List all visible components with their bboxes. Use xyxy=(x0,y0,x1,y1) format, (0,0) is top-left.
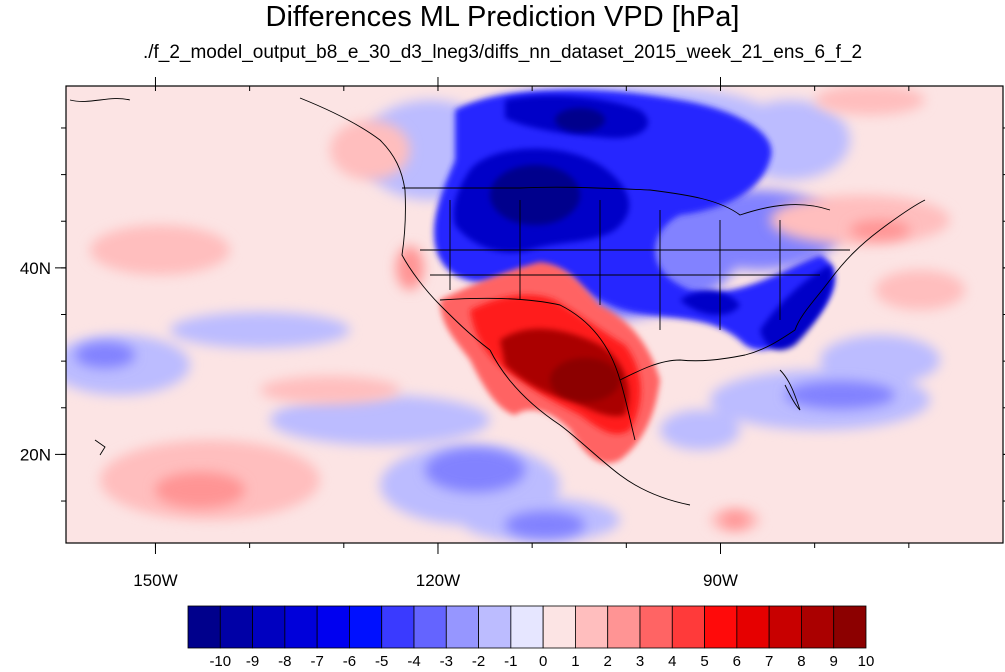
colorbar-swatch xyxy=(768,605,802,649)
x-tick-label: 150W xyxy=(133,571,177,590)
x-tick-label: 90W xyxy=(703,571,738,590)
colorbar-swatch xyxy=(478,605,512,649)
colorbar-swatch xyxy=(252,605,286,649)
x-tick-label: 120W xyxy=(416,571,460,590)
colorbar-label: 10 xyxy=(858,653,875,670)
colorbar-label: -2 xyxy=(472,653,485,670)
colorbar-swatch xyxy=(187,605,221,649)
colorbar-label: 4 xyxy=(668,653,676,670)
colorbar-swatch xyxy=(639,605,673,649)
colorbar-swatch xyxy=(801,605,835,649)
darkest-red-core xyxy=(550,358,620,402)
colorbar-swatch xyxy=(833,605,867,649)
colorbar-swatch xyxy=(510,605,544,649)
colorbar-swatch xyxy=(704,605,738,649)
colorbar-swatch xyxy=(736,605,770,649)
map-subtitle: ./f_2_model_output_b8_e_30_d3_lneg3/diff… xyxy=(142,42,863,63)
map-title: Differences ML Prediction VPD [hPa] xyxy=(265,1,740,33)
colorbar-label: 7 xyxy=(765,653,773,670)
colorbar-label: -10 xyxy=(209,653,231,670)
colorbar-swatch xyxy=(284,605,318,649)
colorbar-label: 3 xyxy=(636,653,644,670)
colorbar-label: -1 xyxy=(504,653,517,670)
coastlines-and-borders xyxy=(69,97,926,506)
colorbar-label: -6 xyxy=(343,653,356,670)
colorbar-swatch xyxy=(445,605,479,649)
colorbar-swatch xyxy=(413,605,447,649)
vpd-difference-field xyxy=(66,86,1003,543)
colorbar-swatch xyxy=(607,605,641,649)
colorbar-label: -7 xyxy=(310,653,323,670)
colorbar-label: -9 xyxy=(246,653,259,670)
y-tick-label: 20N xyxy=(20,445,51,464)
colorbar-label: -5 xyxy=(375,653,388,670)
y-tick-label: 40N xyxy=(20,259,51,278)
colorbar-swatch xyxy=(316,605,350,649)
colorbar-label: 1 xyxy=(571,653,579,670)
colorbar-swatch xyxy=(542,605,576,649)
colorbar-label: 9 xyxy=(830,653,838,670)
colorbar-label: 2 xyxy=(604,653,612,670)
colorbar-swatch xyxy=(349,605,383,649)
colorbar: -10 -9 -8 -7 -6 -5 -4 -3 -2 -1 0 1 2 3 4 5 6 7 8 9 10 xyxy=(187,605,875,670)
colorbar-label: -4 xyxy=(407,653,420,670)
colorbar-swatch xyxy=(671,605,705,649)
colorbar-swatch xyxy=(219,605,253,649)
colorbar-swatch xyxy=(575,605,609,649)
colorbar-label: -3 xyxy=(440,653,453,670)
colorbar-label: -8 xyxy=(278,653,291,670)
colorbar-label: 8 xyxy=(797,653,805,670)
axis-ticks xyxy=(55,77,1005,554)
axis-tick-labels: 150W 120W 90W 40N 20N xyxy=(20,259,738,590)
colorbar-label: 5 xyxy=(700,653,708,670)
colorbar-label: 0 xyxy=(539,653,547,670)
darkest-blue-core xyxy=(490,108,605,225)
colorbar-swatch xyxy=(381,605,415,649)
colorbar-label: 6 xyxy=(733,653,741,670)
